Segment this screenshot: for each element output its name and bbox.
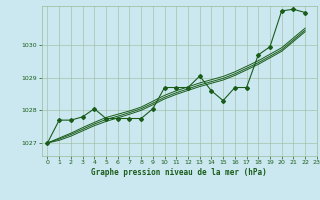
X-axis label: Graphe pression niveau de la mer (hPa): Graphe pression niveau de la mer (hPa) bbox=[91, 168, 267, 177]
